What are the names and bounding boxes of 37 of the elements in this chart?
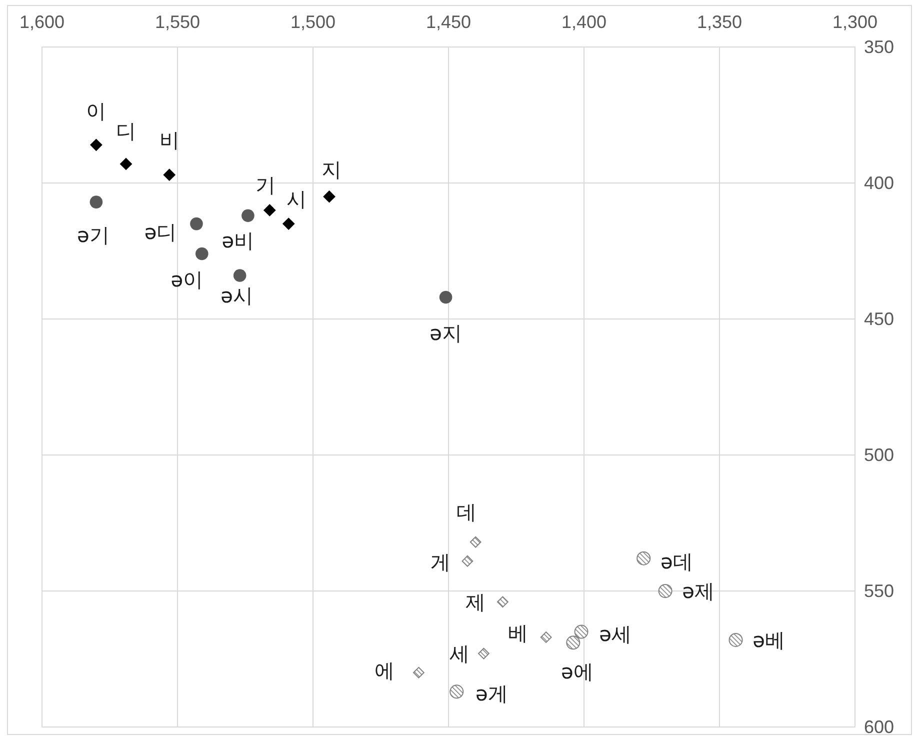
point-label: 에: [374, 658, 395, 683]
point-label: 시: [286, 186, 307, 211]
point-label: ə에: [561, 660, 594, 684]
point-label: ə지: [430, 321, 462, 346]
point-label: ə시: [220, 283, 253, 308]
point-label: ə기: [77, 223, 110, 248]
point-label: 데: [456, 500, 477, 524]
point-label: ə제: [682, 579, 714, 603]
point-label: ə데: [660, 549, 693, 574]
y-tick-label: 400: [864, 173, 894, 193]
point-label: 비: [159, 128, 180, 152]
x-tick-label: 1,550: [154, 12, 200, 32]
y-tick-label: 500: [864, 445, 894, 465]
point-label: 디: [116, 118, 136, 143]
x-tick-label: 1,300: [832, 12, 878, 32]
point-label: 세: [450, 642, 470, 666]
point-label: 게: [430, 550, 450, 574]
point-label: ə이: [170, 268, 204, 292]
point-label: 제: [466, 590, 486, 614]
point-label: 이: [86, 98, 106, 123]
x-tick-label: 1,350: [696, 12, 742, 32]
point-label: 베: [508, 621, 528, 646]
point-label: ə디: [144, 220, 177, 244]
point-label: ə비: [222, 228, 254, 253]
point-label: 지: [321, 158, 342, 182]
x-tick-label: 1,400: [561, 12, 607, 32]
point-label: 기: [256, 173, 276, 198]
y-tick-label: 550: [864, 581, 894, 601]
y-tick-label: 450: [864, 309, 894, 329]
x-tick-label: 1,600: [19, 12, 65, 32]
point-label: ə베: [752, 628, 785, 652]
x-tick-label: 1,500: [290, 12, 336, 32]
y-tick-label: 350: [864, 37, 894, 57]
point-label: ə세: [599, 622, 632, 646]
y-tick-label: 600: [864, 717, 894, 737]
point-label: ə게: [475, 682, 508, 706]
x-tick-label: 1,450: [426, 12, 472, 32]
